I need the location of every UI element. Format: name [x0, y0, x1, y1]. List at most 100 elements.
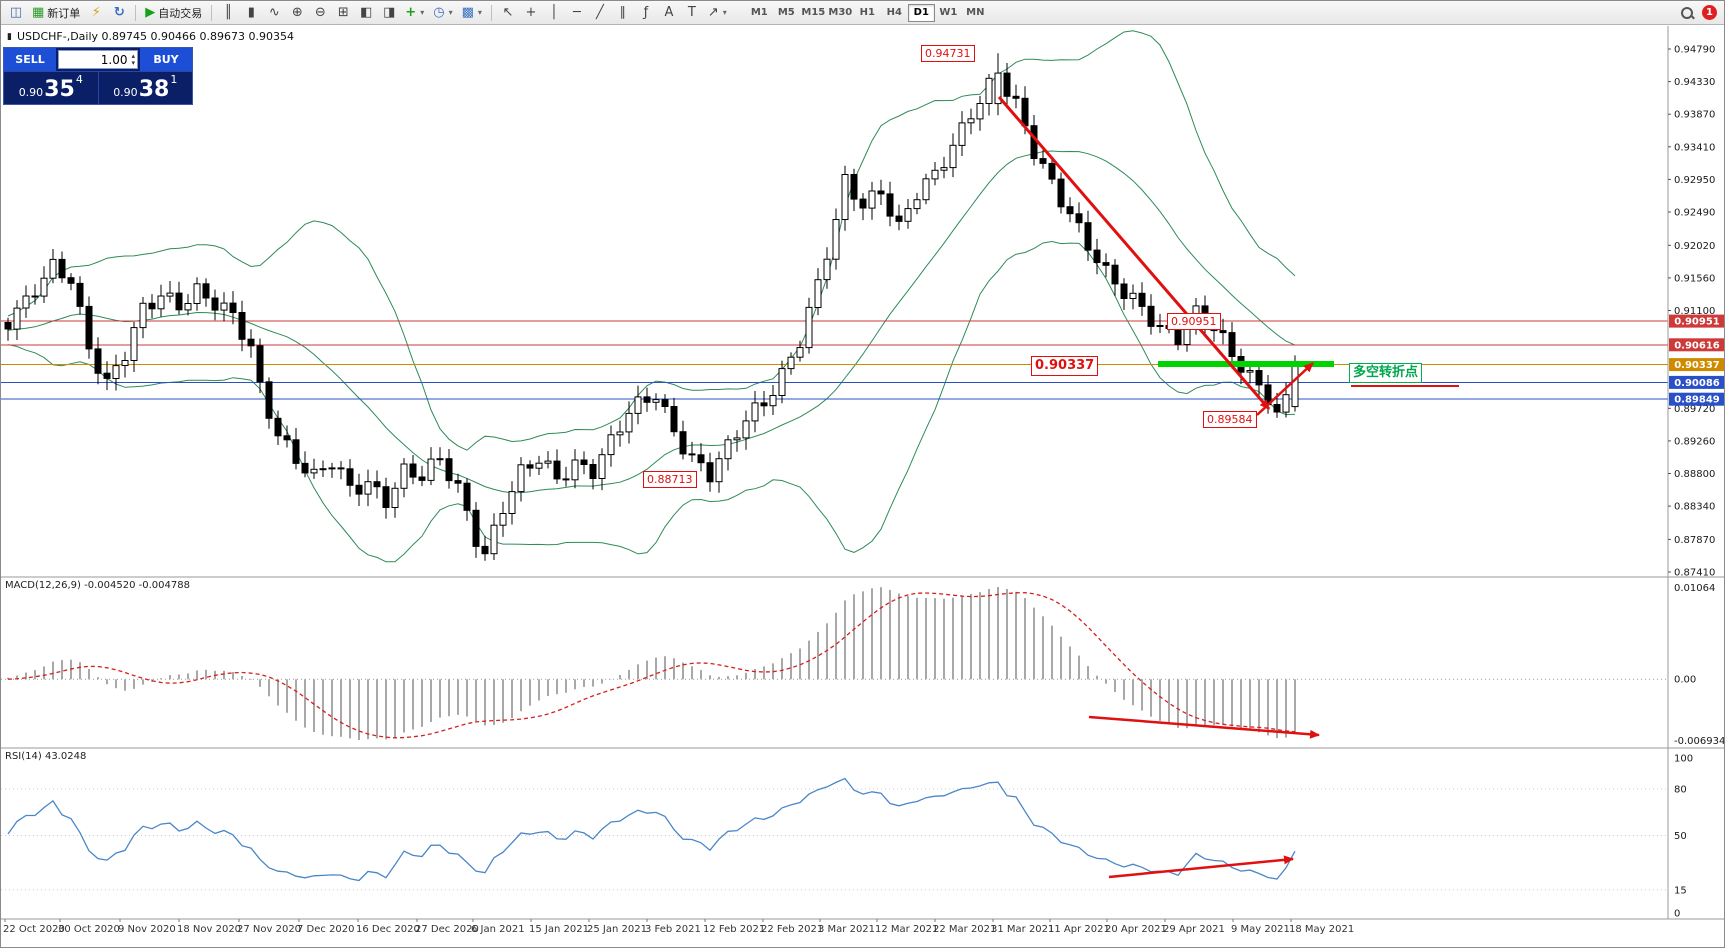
svg-text:0.92020: 0.92020	[1674, 241, 1715, 252]
arrange-right-icon: ◨	[383, 5, 396, 20]
shapes-button[interactable]: ↗ ▾	[704, 3, 731, 23]
text-button[interactable]: A	[658, 3, 680, 23]
bar-chart-button[interactable]: ║	[217, 3, 239, 23]
svg-text:0.90086: 0.90086	[1674, 378, 1720, 389]
svg-text:6 Jan 2021: 6 Jan 2021	[471, 924, 525, 935]
toolbar: ◫ ▦ 新订单 ⚡ ↻ ▶ 自动交易 ║ ▮ ∿ ⊕ ⊖ ⊞ ◧ ◨ + ▾ ◷ ▾ ▩ ▾ ↖ + │ ─ ╱ ∥ ƒ A T ↗ ▾ M1 M…	[1, 1, 1724, 25]
timeframe-m5-button[interactable]: M5	[777, 7, 795, 18]
refresh-icon: ↻	[113, 5, 125, 20]
add-indicator-button[interactable]: + ▾	[401, 3, 428, 23]
periods-button[interactable]: ◷ ▾	[429, 3, 456, 23]
svg-text:15: 15	[1674, 885, 1687, 896]
vertical-line-button[interactable]: │	[543, 3, 565, 23]
svg-text:-0.006934: -0.006934	[1674, 736, 1725, 747]
candlestick-chart-button[interactable]: ▮	[240, 3, 262, 23]
red-underline	[1351, 385, 1459, 387]
buy-price[interactable]: 0.90 38 1	[97, 72, 193, 104]
tile-windows-button[interactable]: ⊞	[332, 3, 354, 23]
label-icon: T	[687, 5, 696, 20]
search-icon[interactable]	[1679, 5, 1695, 21]
profiles-button[interactable]: ⚡	[85, 3, 107, 23]
new-order-button[interactable]: ▦ 新订单	[28, 3, 84, 23]
horizontal-line-button[interactable]: ─	[566, 3, 588, 23]
autotrade-button[interactable]: ▶ 自动交易	[141, 3, 206, 23]
arrange-right-button[interactable]: ◨	[378, 3, 400, 23]
zoom-out-button[interactable]: ⊖	[309, 3, 331, 23]
timeframe-h1-button[interactable]: H1	[859, 7, 875, 18]
new-order-button-label: 新订单	[47, 6, 81, 20]
svg-text:0.93410: 0.93410	[1674, 142, 1715, 153]
channel-button[interactable]: ∥	[612, 3, 634, 23]
svg-text:80: 80	[1674, 785, 1687, 796]
new-order-icon: ▦	[32, 5, 45, 20]
cursor-icon: ↖	[502, 5, 514, 20]
svg-text:20 Apr 2021: 20 Apr 2021	[1105, 924, 1167, 935]
price-label-89584: 0.89584	[1203, 411, 1257, 428]
dropdown-caret-icon[interactable]: ▾	[420, 8, 425, 17]
dropdown-caret-icon[interactable]: ▾	[477, 8, 482, 17]
channel-icon: ∥	[619, 5, 627, 20]
sell-price[interactable]: 0.90 35 4	[4, 72, 98, 104]
add-indicator-icon: +	[405, 5, 417, 20]
new-chart-button[interactable]: ◫	[5, 3, 27, 23]
svg-text:0.88340: 0.88340	[1674, 502, 1715, 513]
toolbar-separator	[490, 4, 492, 21]
label-button[interactable]: T	[681, 3, 703, 23]
refresh-button[interactable]: ↻	[108, 3, 130, 23]
volume-value: 1.00	[100, 52, 128, 67]
svg-text:30 Oct 2020: 30 Oct 2020	[58, 924, 120, 935]
trendline-icon: ╱	[595, 5, 604, 20]
line-chart-button[interactable]: ∿	[263, 3, 285, 23]
fibonacci-icon: ƒ	[643, 5, 649, 20]
timeframe-h4-button[interactable]: H4	[886, 7, 902, 18]
dropdown-caret-icon[interactable]: ▾	[448, 8, 453, 17]
svg-text:25 Jan 2021: 25 Jan 2021	[587, 924, 647, 935]
profiles-icon: ⚡	[91, 5, 101, 20]
periods-icon: ◷	[433, 5, 445, 20]
one-click-trading-panel: SELL 1.00 ▴ ▾ BUY 0.90 35 4 0.90 38 1	[3, 47, 193, 105]
timeframe-w1-button[interactable]: W1	[939, 7, 958, 18]
svg-text:3 Mar 2021: 3 Mar 2021	[818, 924, 875, 935]
arrange-left-button[interactable]: ◧	[355, 3, 377, 23]
svg-text:0.89260: 0.89260	[1674, 436, 1715, 447]
shapes-icon: ↗	[707, 5, 719, 20]
svg-text:0: 0	[1674, 909, 1680, 920]
svg-text:50: 50	[1674, 831, 1687, 842]
zoom-in-button[interactable]: ⊕	[286, 3, 308, 23]
cursor-button[interactable]: ↖	[497, 3, 519, 23]
zoom-out-icon: ⊖	[314, 5, 326, 20]
timeframe-d1-button[interactable]: D1	[907, 3, 935, 22]
svg-text:0.94330: 0.94330	[1674, 77, 1715, 88]
volume-up-button[interactable]: ▴	[131, 51, 135, 60]
trendline-button[interactable]: ╱	[589, 3, 611, 23]
fibonacci-button[interactable]: ƒ	[635, 3, 657, 23]
svg-text:0.94790: 0.94790	[1674, 45, 1715, 56]
crosshair-button[interactable]: +	[520, 3, 542, 23]
symbol-info: ▮ USDCHF-,Daily 0.89745 0.90466 0.89673 …	[7, 30, 294, 43]
turning-point-label: 多空转折点	[1349, 363, 1423, 383]
buy-button[interactable]: BUY	[140, 48, 192, 71]
svg-text:9 May 2021: 9 May 2021	[1231, 924, 1290, 935]
price-label-90951: 0.90951	[1167, 313, 1221, 330]
timeframe-m1-button[interactable]: M1	[750, 7, 768, 18]
timeframe-m15-button[interactable]: M15	[801, 7, 826, 18]
candlestick-icon: ▮	[7, 31, 12, 42]
line-chart-icon: ∿	[268, 5, 280, 20]
horizontal-line-icon: ─	[572, 5, 581, 20]
timeframe-mn-button[interactable]: MN	[966, 7, 985, 18]
notification-badge[interactable]: 1	[1702, 5, 1717, 20]
volume-down-button[interactable]: ▾	[131, 58, 135, 67]
svg-text:0.00: 0.00	[1674, 674, 1696, 685]
svg-text:22 Oct 2020: 22 Oct 2020	[3, 924, 65, 935]
svg-text:0.90951: 0.90951	[1674, 317, 1720, 328]
dropdown-caret-icon[interactable]: ▾	[722, 8, 727, 17]
sell-button[interactable]: SELL	[4, 48, 56, 71]
svg-text:0.90616: 0.90616	[1674, 340, 1720, 351]
volume-field[interactable]: 1.00 ▴ ▾	[58, 50, 138, 69]
timeframe-m30-button[interactable]: M30	[828, 7, 853, 18]
svg-text:0.87870: 0.87870	[1674, 535, 1715, 546]
templates-button[interactable]: ▩ ▾	[458, 3, 486, 23]
toolbar-separator	[211, 4, 213, 21]
